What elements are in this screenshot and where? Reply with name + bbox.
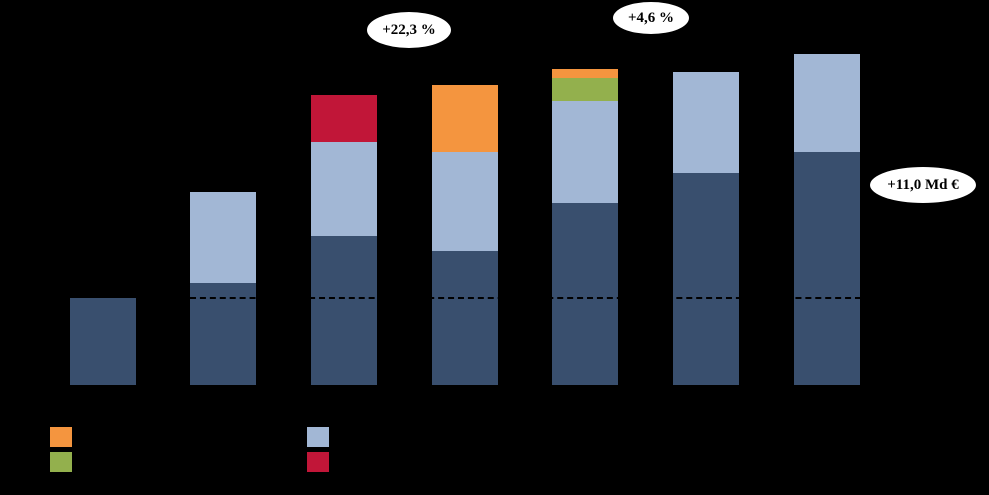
bar-segment-dark_blue bbox=[794, 151, 860, 385]
bar-segment-dark_blue bbox=[432, 251, 498, 385]
legend-swatch-red bbox=[307, 452, 329, 472]
bar-segment-orange bbox=[552, 69, 618, 78]
bar-segment-dark_blue bbox=[673, 172, 739, 385]
bar-segment-green bbox=[552, 77, 618, 101]
bar-segment-red bbox=[311, 95, 377, 143]
bar-segment-orange bbox=[432, 84, 498, 152]
bar-segment-dark_blue bbox=[70, 298, 136, 385]
annotation-text: +4,6 % bbox=[627, 9, 675, 26]
bar-segment-light_blue bbox=[552, 100, 618, 204]
legend-swatch-orange bbox=[50, 427, 72, 447]
baseline-dashed-line bbox=[190, 297, 861, 299]
bar-segment-light_blue bbox=[190, 191, 256, 284]
bar-segment-light_blue bbox=[673, 71, 739, 173]
bar-segment-dark_blue bbox=[552, 203, 618, 385]
annotation-oval-pct-22: +22,3 % bbox=[366, 11, 452, 49]
annotation-oval-md-euro: +11,0 Md € bbox=[869, 166, 977, 204]
bar-segment-dark_blue bbox=[311, 236, 377, 385]
bar-segment-light_blue bbox=[311, 142, 377, 237]
bar-segment-light_blue bbox=[794, 54, 860, 152]
bar-segment-dark_blue bbox=[190, 283, 256, 385]
annotation-text: +11,0 Md € bbox=[887, 176, 959, 193]
legend-swatch-green bbox=[50, 452, 72, 472]
annotation-oval-pct-4: +4,6 % bbox=[612, 1, 690, 35]
bar-segment-light_blue bbox=[432, 151, 498, 252]
legend-swatch-light-blue bbox=[307, 427, 329, 447]
annotation-text: +22,3 % bbox=[382, 21, 436, 38]
